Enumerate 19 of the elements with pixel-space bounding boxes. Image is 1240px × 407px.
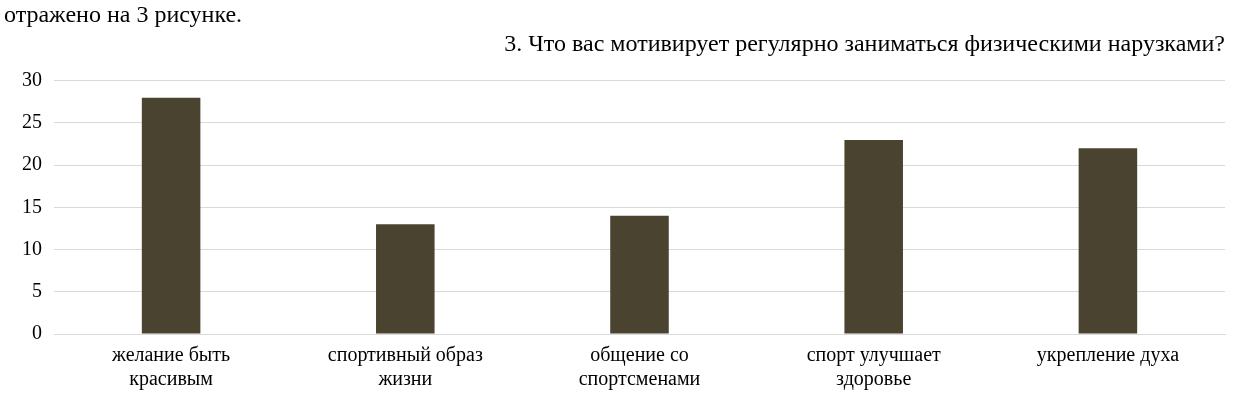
y-tick-label: 0 bbox=[32, 321, 42, 344]
bar bbox=[376, 224, 435, 334]
y-tick-label: 20 bbox=[22, 152, 42, 175]
x-tick-label: желание быть красивым bbox=[111, 343, 231, 391]
x-tick-label: общение со спортсменами bbox=[578, 343, 701, 391]
x-tick-label: спортивный образ жизни bbox=[327, 343, 483, 390]
bar bbox=[610, 215, 669, 334]
text: отражено на 3 рисунке. bbox=[3, 0, 244, 29]
y-tick-label: 15 bbox=[22, 194, 42, 217]
bar bbox=[141, 97, 201, 334]
y-tick-label: 10 bbox=[22, 236, 42, 259]
y-tick-label: 5 bbox=[32, 279, 42, 302]
bar bbox=[1078, 148, 1138, 334]
bar bbox=[844, 139, 903, 334]
y-tick-label: 30 bbox=[22, 68, 42, 91]
x-tick-label: спорт улучшает здоровье bbox=[806, 343, 942, 391]
chart-title: 3. Что вас мотивирует регулярно заниматься физическими нарузками? bbox=[504, 29, 1225, 56]
x-tick-label: укрепление духа bbox=[1036, 343, 1180, 367]
y-tick-label: 25 bbox=[22, 110, 42, 133]
